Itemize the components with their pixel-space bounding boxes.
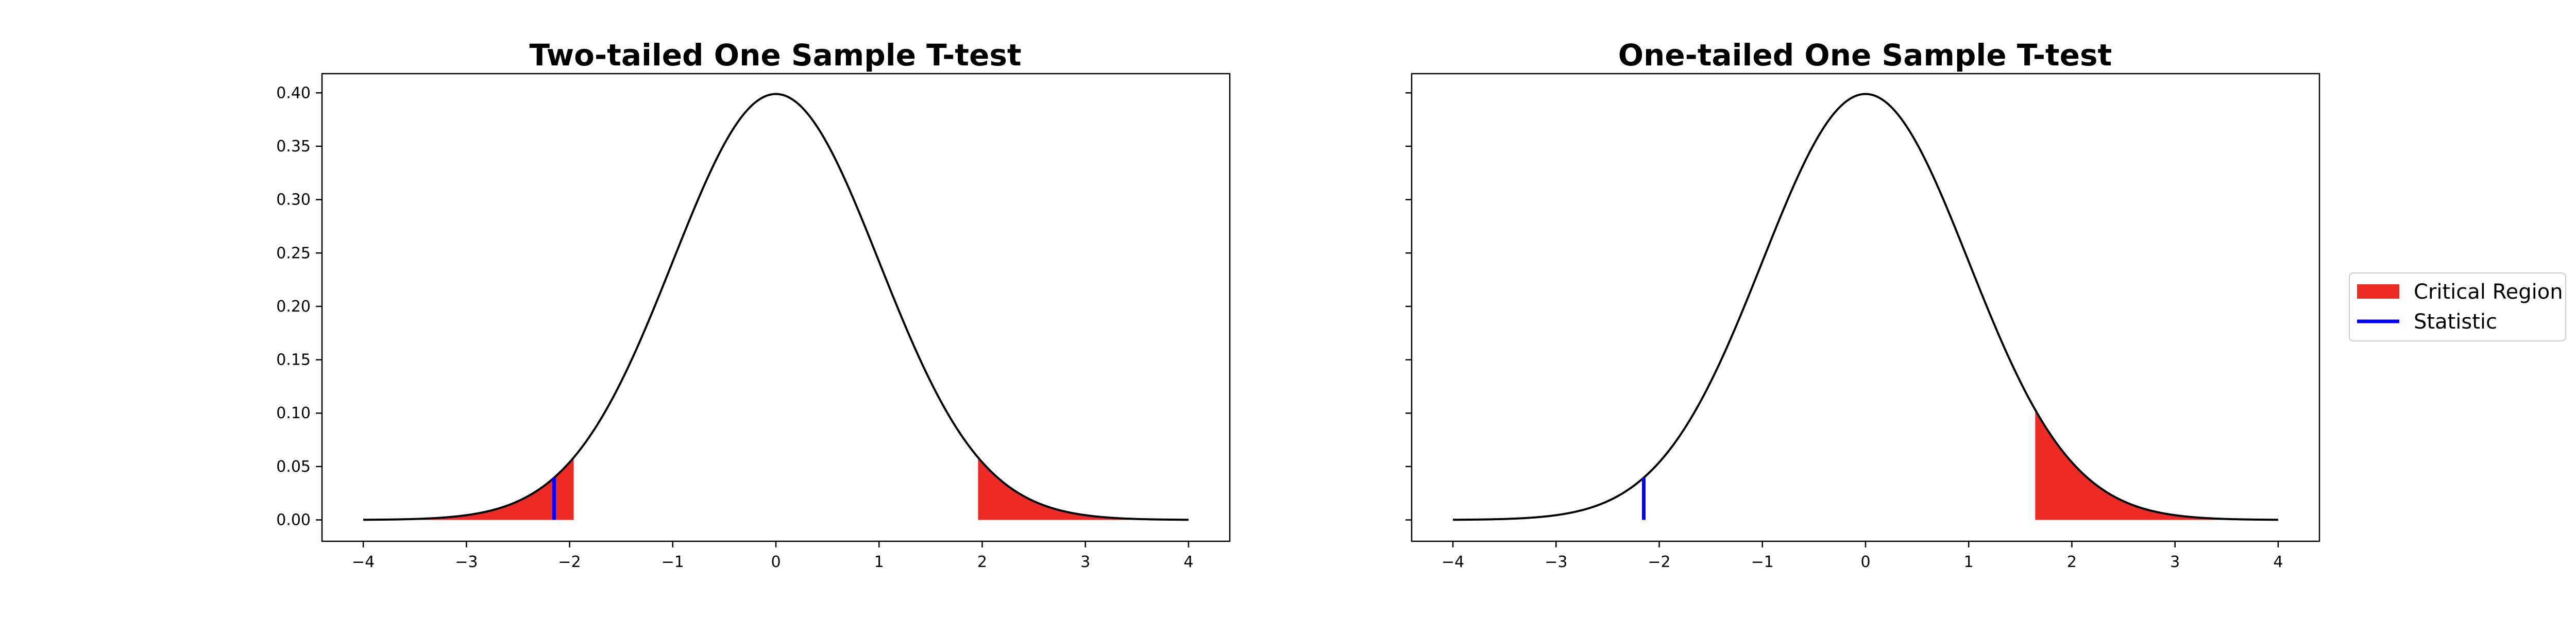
x-tick-label: 0 [771, 553, 781, 571]
legend-statistic-label: Statistic [2414, 310, 2497, 334]
y-tick-label: 0.15 [276, 351, 311, 369]
x-tick-label: 2 [977, 553, 987, 571]
density-curve [1453, 93, 2278, 521]
legend-critical-region-swatch [2357, 284, 2399, 299]
legend-box [2349, 272, 2566, 341]
y-tick-label: 0.20 [276, 298, 311, 316]
critical-region-2 [978, 457, 1189, 520]
axes-frame [321, 73, 1231, 542]
y-tick-label: 0.40 [276, 84, 311, 102]
x-tick-label: −2 [1648, 553, 1670, 571]
chart-title: One-tailed One Sample T-test [1618, 38, 2112, 73]
axes-frame [1411, 73, 2320, 542]
y-tick-label: 0.25 [276, 244, 311, 262]
x-tick-label: −1 [662, 553, 684, 571]
density-curve [363, 93, 1189, 521]
x-tick-label: 2 [2067, 553, 2077, 571]
x-tick-label: −2 [558, 553, 581, 571]
plot-marks: −4 −3 −2 −1 0 1 2 3 4 [1405, 92, 2283, 571]
legend-critical-region-label: Critical Region [2414, 280, 2563, 304]
x-tick-label: 0 [1860, 553, 1870, 571]
x-tick-label: 1 [1964, 553, 1974, 571]
chart-title: Two-tailed One Sample T-test [529, 38, 1021, 73]
y-tick-label: 0.30 [276, 191, 311, 209]
critical-region-1 [2035, 409, 2278, 520]
y-tick-label: 0.35 [276, 138, 311, 156]
one-tailed-plot: One-tailed One Sample T-test −4 −3 −2 −1 0 1 2… [1405, 38, 2320, 571]
x-tick-label: −1 [1751, 553, 1774, 571]
x-tick-label: −4 [1442, 553, 1464, 571]
y-tick-label: 0.05 [276, 458, 311, 476]
x-tick-label: −4 [352, 553, 375, 571]
y-tick-label: 0.00 [276, 511, 311, 529]
legend: Critical Region Statistic [2349, 272, 2566, 341]
x-tick-label: 4 [2273, 553, 2283, 571]
two-tailed-plot: Two-tailed One Sample T-test −4 −3 −2 −1 0 1 2… [276, 38, 1231, 571]
x-tick-label: 3 [1080, 553, 1090, 571]
x-tick-label: 1 [874, 553, 884, 571]
x-tick-label: 3 [2170, 553, 2180, 571]
x-tick-label: 4 [1183, 553, 1193, 571]
x-tick-label: −3 [455, 553, 478, 571]
plot-marks: −4 −3 −2 −1 0 1 2 3 4 0.00 0.05 0.10 0.15 0.20 0.25 0.3… [276, 84, 1193, 571]
critical-region-1 [363, 457, 574, 520]
x-tick-label: −3 [1545, 553, 1567, 571]
y-tick-label: 0.10 [276, 404, 311, 422]
